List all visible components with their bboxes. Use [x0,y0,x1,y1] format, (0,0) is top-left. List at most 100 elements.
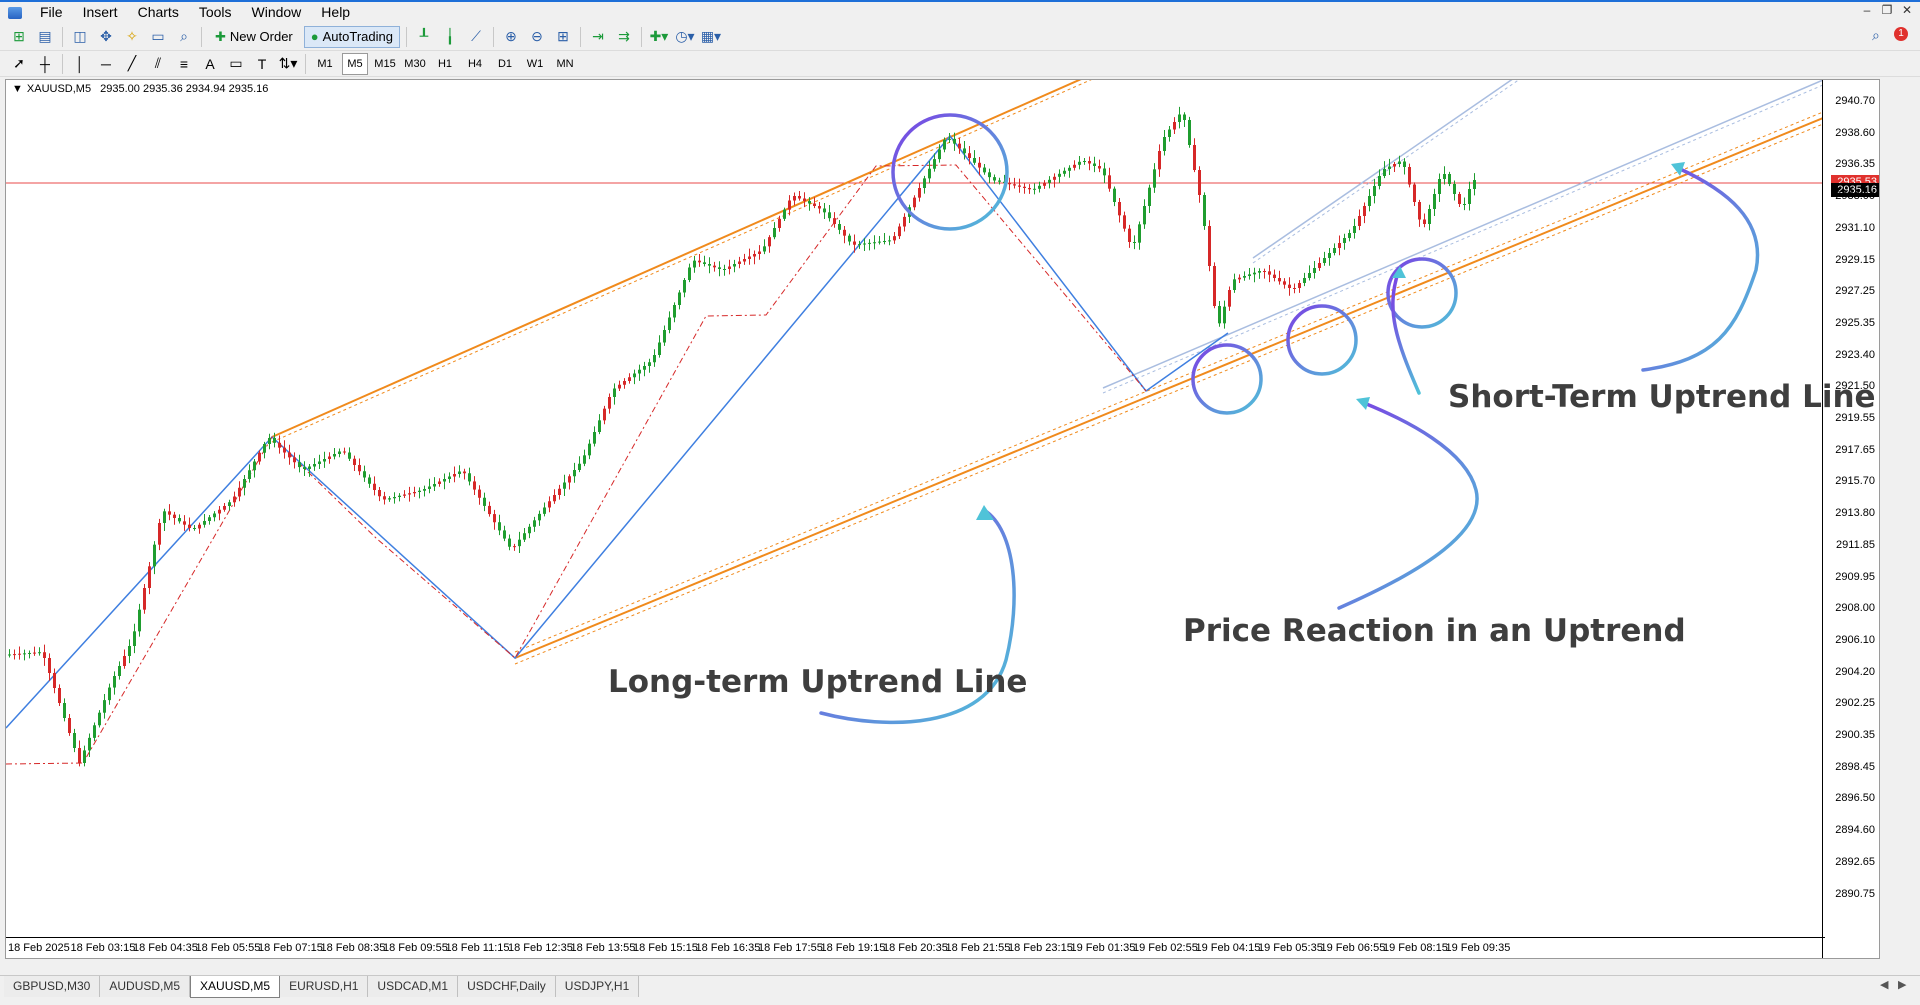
candle-body [553,495,556,502]
candle-body [1088,161,1091,164]
candle-body [723,269,726,270]
line-chart-icon[interactable]: ⟋ [471,28,481,44]
text-icon[interactable]: A [205,55,215,72]
notification-badge[interactable]: 1 [1894,27,1908,41]
candle-body [1153,169,1156,188]
candle-body [503,530,506,539]
data-window-icon[interactable]: ✥ [100,28,112,44]
market-watch-icon[interactable]: ◫ [73,28,87,44]
timeframe-m15[interactable]: M15 [374,57,396,70]
candle-body [308,466,311,469]
timeframe-m1[interactable]: M1 [317,57,333,70]
horizontal-line-icon[interactable]: ─ [101,55,111,72]
restore-icon[interactable]: ❐ [1881,3,1893,17]
tab-eurusd-h1[interactable]: EURUSD,H1 [280,976,369,997]
profiles-icon[interactable]: ▤ [38,28,52,44]
menu-window[interactable]: Window [251,4,302,20]
text-label-icon[interactable]: T [257,55,267,72]
chart-shift-icon[interactable]: ⇥ [592,28,604,44]
strategy-tester-icon[interactable]: ⌕ [180,28,188,44]
menu-charts[interactable]: Charts [137,4,179,20]
candle-body [358,465,361,472]
long-term-arrow [819,508,1016,725]
autoscroll-icon[interactable]: ⇉ [618,28,630,44]
candlestick-icon[interactable]: ╽ [445,28,455,44]
candle-body [618,384,621,389]
candle-body [988,172,991,178]
candle-body [1418,202,1421,220]
timeframe-w1[interactable]: W1 [526,57,544,70]
label-icon[interactable]: ▭ [229,55,243,71]
tile-windows-icon[interactable]: ⊞ [557,28,569,44]
zoom-in-icon[interactable]: ⊕ [505,28,517,44]
arrows-icon[interactable]: ⇅▾ [278,55,298,71]
candle-body [1308,273,1311,278]
candle-body [1008,183,1011,185]
tab-usdchf-daily[interactable]: USDCHF,Daily [458,976,556,997]
menu-file[interactable]: File [40,4,63,20]
tab-xauusd-m5[interactable]: XAUUSD,M5 [190,976,281,998]
chart-window[interactable]: ▼ XAUUSD,M5 2935.00 2935.36 2934.94 2935.… [5,79,1880,959]
price-scale[interactable]: 2935.53 2935.16 2940.70 2938.60 2936.35 293… [1822,80,1879,958]
periods-icon[interactable]: ◷▾ [675,28,695,44]
time-axis-label: 18 Feb 16:35 [695,942,761,954]
short-term-arrow [1641,166,1760,372]
candle-body [173,514,176,518]
candle-body [348,452,351,459]
candle-body [1158,151,1161,170]
tab-gbpusd-m30[interactable]: GBPUSD,M30 [4,976,101,997]
new-chart-icon[interactable]: ⊞ [13,28,25,44]
long-term-arrow-head [976,505,994,520]
tab-scroll-right-icon[interactable]: ▶ [1898,979,1907,991]
terminal-icon[interactable]: ▭ [151,28,165,44]
zoom-out-icon[interactable]: ⊖ [531,28,543,44]
candle-body [1133,242,1136,243]
chart-plot[interactable] [6,80,1823,938]
candle-body [628,377,631,381]
candle-body [1453,184,1456,194]
timeframe-m5[interactable]: M5 [342,52,368,75]
timeframe-mn[interactable]: MN [556,57,574,70]
close-icon[interactable]: ✕ [1901,3,1913,17]
channel-icon[interactable]: ⫽ [154,55,162,71]
timeframe-h4[interactable]: H4 [467,57,483,70]
tab-usdjpy-h1[interactable]: USDJPY,H1 [555,976,640,997]
price-axis-label: 2929.15 [1835,253,1875,266]
vertical-line-icon[interactable]: │ [75,55,85,72]
candle-body [43,652,46,658]
new-order-button[interactable]: ✚ New Order [208,26,300,48]
candle-body [1203,195,1206,226]
chart-header: ▼ XAUUSD,M5 2935.00 2935.36 2934.94 2935.… [12,83,268,95]
navigator-icon[interactable]: ✧ [126,28,138,44]
menu-help[interactable]: Help [321,4,351,20]
timeframe-h1[interactable]: H1 [437,57,453,70]
timeframe-m30[interactable]: M30 [404,57,426,70]
timeframe-d1[interactable]: D1 [497,57,513,70]
candle-body [743,259,746,262]
templates-icon[interactable]: ▦▾ [700,28,722,44]
candle-body [1408,167,1411,185]
candle-body [88,737,91,751]
indicators-icon[interactable]: ✚▾ [649,28,669,44]
tab-scroll-left-icon[interactable]: ◀ [1880,979,1889,991]
crosshair-icon[interactable]: ┼ [40,55,50,72]
fibonacci-icon[interactable]: ≡ [179,55,189,72]
bar-chart-icon[interactable]: ┸ [419,28,429,44]
candle-body [773,228,776,238]
drawing-toolbar: ➚ ┼ │ ─ ╱ ⫽ ≡ A ▭ T ⇅▾ M1 M5 M15 M30 H1 … [0,51,1920,77]
time-scale[interactable]: 18 Feb 2025 18 Feb 03:15 18 Feb 04:35 18 Fe… [6,937,1825,958]
search-icon[interactable]: ⌕ [1872,27,1880,43]
candle-body [1058,173,1061,177]
menu-tools[interactable]: Tools [198,4,232,20]
chart-menu-triangle-icon[interactable]: ▼ [12,83,23,95]
tab-audusd-m5[interactable]: AUDUSD,M5 [100,976,191,997]
trendline-icon[interactable]: ╱ [127,55,137,71]
autotrading-button[interactable]: ● AutoTrading [303,25,400,48]
candle-body [853,241,856,245]
window-top-border [0,0,1920,2]
minimize-icon[interactable]: – [1863,3,1871,17]
tab-usdcad-m1[interactable]: USDCAD,M1 [368,976,459,997]
cursor-icon[interactable]: ➚ [13,55,25,71]
menu-insert[interactable]: Insert [82,4,118,20]
candle-body [1368,196,1371,206]
